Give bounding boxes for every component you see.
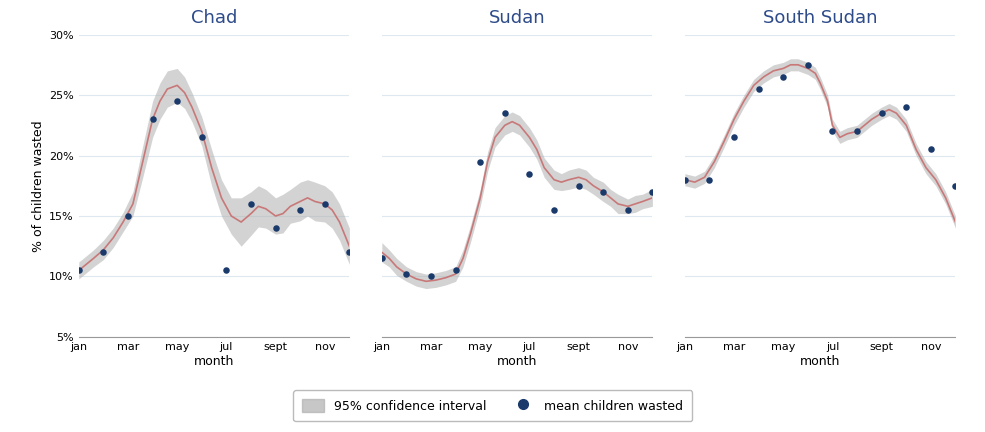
Point: [775, 73, 791, 80]
Point: [424, 273, 439, 280]
Point: [898, 104, 914, 111]
Point: [194, 134, 210, 141]
Point: [448, 267, 464, 274]
Point: [169, 98, 185, 105]
Point: [874, 110, 889, 117]
Point: [268, 225, 284, 232]
Legend: 95% confidence interval, mean children wasted: 95% confidence interval, mean children w…: [293, 390, 692, 422]
Point: [849, 128, 865, 135]
Point: [243, 200, 259, 207]
Point: [923, 146, 939, 153]
Point: [620, 206, 635, 213]
Point: [342, 249, 358, 256]
Point: [677, 176, 692, 183]
Point: [824, 128, 840, 135]
Y-axis label: % of children wasted: % of children wasted: [33, 120, 45, 251]
Point: [751, 86, 766, 92]
Title: South Sudan: South Sudan: [763, 10, 878, 28]
Point: [399, 270, 415, 277]
Point: [497, 110, 513, 117]
Point: [521, 170, 537, 177]
Point: [293, 206, 308, 213]
Point: [800, 61, 816, 68]
Point: [570, 182, 586, 189]
Point: [219, 267, 234, 274]
X-axis label: month: month: [800, 355, 840, 368]
Point: [595, 188, 611, 195]
Point: [374, 255, 390, 262]
Title: Chad: Chad: [191, 10, 237, 28]
Point: [145, 116, 161, 123]
Point: [473, 158, 489, 165]
Point: [644, 188, 660, 195]
Title: Sudan: Sudan: [489, 10, 546, 28]
Point: [317, 200, 333, 207]
Point: [96, 249, 111, 256]
Point: [701, 176, 717, 183]
Point: [546, 206, 561, 213]
X-axis label: month: month: [497, 355, 537, 368]
Point: [120, 213, 136, 219]
Point: [71, 267, 87, 274]
Point: [948, 182, 963, 189]
X-axis label: month: month: [194, 355, 234, 368]
Point: [726, 134, 742, 141]
